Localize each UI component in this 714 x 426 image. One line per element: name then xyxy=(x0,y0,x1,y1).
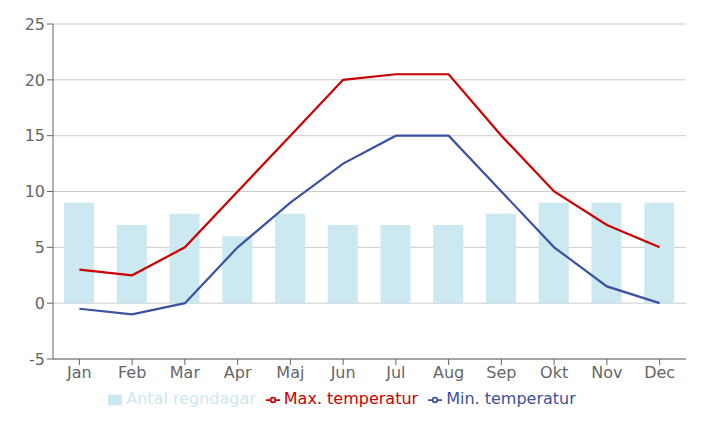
svg-text:5: 5 xyxy=(35,238,45,257)
svg-text:20: 20 xyxy=(25,71,45,90)
svg-text:10: 10 xyxy=(25,182,45,201)
svg-text:-5: -5 xyxy=(29,350,45,369)
svg-text:Aug: Aug xyxy=(433,363,464,382)
svg-text:Feb: Feb xyxy=(118,363,146,382)
svg-text:25: 25 xyxy=(25,15,45,34)
svg-text:Dec: Dec xyxy=(644,363,675,382)
html-text:Max. temperatur: Max. temperatur xyxy=(283,389,419,408)
svg-text:0: 0 xyxy=(35,294,45,313)
svg-text:Jul: Jul xyxy=(385,363,405,382)
svg-text:Nov: Nov xyxy=(591,363,622,382)
html-text:Min. temperatur: Min. temperatur xyxy=(446,389,576,408)
svg-text:Jan: Jan xyxy=(66,363,92,382)
svg-text:Jun: Jun xyxy=(330,363,356,382)
svg-text:Maj: Maj xyxy=(276,363,304,382)
svg-text:Okt: Okt xyxy=(540,363,568,382)
svg-text:Apr: Apr xyxy=(224,363,252,382)
svg-text:15: 15 xyxy=(25,126,45,145)
svg-text:Mar: Mar xyxy=(170,363,201,382)
html-text:Antal regndagar: Antal regndagar xyxy=(126,389,256,408)
svg-text:Sep: Sep xyxy=(486,363,516,382)
